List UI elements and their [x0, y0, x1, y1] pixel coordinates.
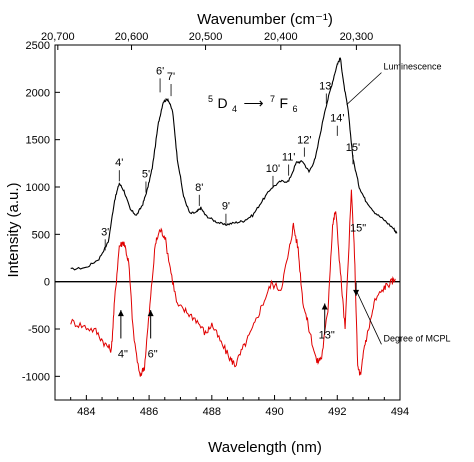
- top-tick-label: 20,400: [264, 31, 298, 43]
- x-tick-label: 486: [140, 406, 158, 418]
- peak-label: 9': [222, 201, 230, 213]
- peak-label: 5': [142, 169, 150, 181]
- series-line-luminescence: [70, 57, 398, 271]
- series-annotation: Luminescence: [383, 62, 441, 72]
- y-tick-label: 2500: [26, 40, 50, 52]
- mcpl-label: 6": [148, 348, 158, 360]
- lower-term-sub: 6: [293, 104, 298, 114]
- y-tick-label: 1500: [26, 135, 50, 147]
- mcpl-label: 13": [319, 329, 335, 341]
- x-tick-label: 492: [328, 406, 346, 418]
- x-axis-title: Wavelength (nm): [208, 439, 322, 456]
- y-tick-label: 500: [32, 229, 50, 241]
- mcpl-label: 15": [350, 222, 366, 234]
- x-tick-label: 488: [203, 406, 221, 418]
- top-tick-label: 20,500: [189, 31, 223, 43]
- y-axis-title: Intensity (a.u.): [5, 182, 22, 277]
- transition-text: 5 D 4 ⟶ 7 F 6: [208, 89, 298, 116]
- mcpl-arrow-head: [321, 303, 328, 310]
- x-tick-label: 484: [77, 406, 95, 418]
- y-tick-label: 0: [44, 277, 50, 289]
- top-tick-label: 20,700: [41, 31, 75, 43]
- upper-term-sub: 4: [232, 104, 237, 114]
- peak-label: 14': [330, 113, 344, 125]
- series-line-mcpl: [70, 189, 396, 377]
- series-layer: [70, 57, 398, 377]
- peak-label: 6': [156, 65, 164, 77]
- lower-term: F: [280, 95, 289, 111]
- x-tick-label: 490: [265, 406, 283, 418]
- peak-label: 4': [115, 157, 123, 169]
- mcpl-label: 4": [118, 348, 128, 360]
- y-tick-label: -500: [28, 324, 50, 336]
- y-tick-label: 2000: [26, 87, 50, 99]
- mcpl-arrow-head: [117, 310, 124, 317]
- lower-term-sup: 7: [270, 94, 275, 104]
- peak-label: 12': [297, 134, 311, 146]
- peak-label: 11': [282, 151, 296, 163]
- peak-label: 10': [266, 163, 280, 175]
- top-tick-label: 20,300: [340, 31, 374, 43]
- transition-label: 5 D 4 ⟶ 7 F 6: [208, 89, 298, 116]
- series-annotation: Degree of MCPL: [383, 333, 450, 343]
- mcpl-arrow-head: [147, 310, 154, 317]
- mcpl-arrow-head: [353, 289, 360, 296]
- x-tick-label: 494: [391, 406, 409, 418]
- top-axis-title: Wavenumber (cm⁻¹): [197, 11, 333, 28]
- y-tick-label: 1000: [26, 182, 50, 194]
- peak-label: 8': [195, 182, 203, 194]
- plot-frame-layer: 484 486 488 490 492 494 20,700 20,600 20,500 20,4…: [22, 31, 409, 418]
- annotation-pointer: [346, 72, 382, 105]
- peak-label: 13': [319, 80, 333, 92]
- transition-arrow: ⟶: [244, 95, 264, 111]
- peak-label: 3': [101, 226, 109, 238]
- upper-term: D: [217, 95, 227, 111]
- upper-term-sup: 5: [208, 94, 213, 104]
- annotation-layer: 3' 4' 5' 6' 7' 8' 9' 10'11'12' 13' 14' 15' 4" 6" 13" 1…: [101, 62, 450, 361]
- y-tick-label: -1000: [22, 371, 50, 383]
- top-tick-label: 20,600: [115, 31, 149, 43]
- peak-label: 15': [346, 142, 360, 154]
- peak-label: 7': [167, 71, 175, 83]
- annotation-pointer: [355, 290, 382, 345]
